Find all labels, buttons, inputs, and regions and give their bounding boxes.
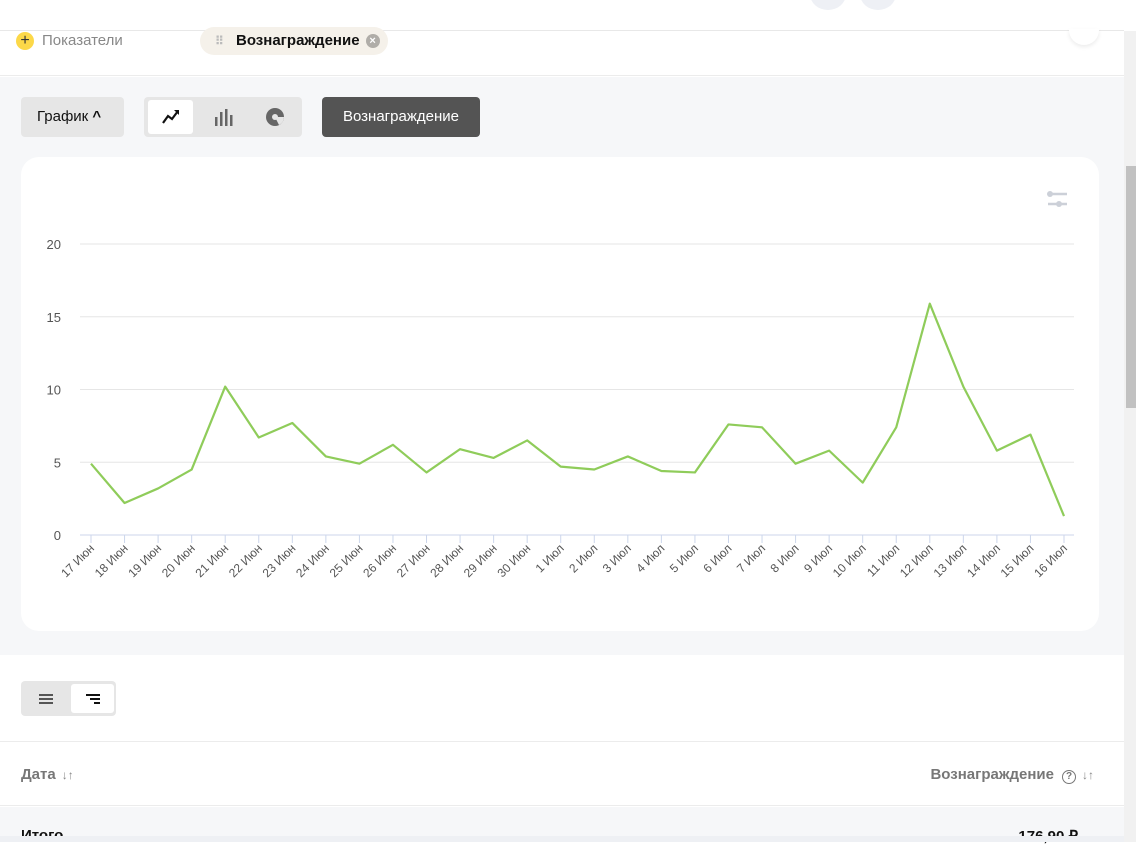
- x-tick-label: 27 Июн: [394, 541, 433, 580]
- line-chart-icon[interactable]: [148, 100, 193, 134]
- x-tick-label: 12 Июл: [897, 541, 936, 580]
- metrics-bar: + Показатели ⠿ Вознаграждение ×: [0, 31, 1124, 76]
- graph-button-label: График: [37, 108, 88, 125]
- x-tick-label: 17 Июн: [58, 541, 97, 580]
- x-tick-label: 3 Июл: [600, 541, 634, 575]
- x-tick-label: 8 Июл: [768, 541, 802, 575]
- top-bar: [0, 0, 1124, 31]
- x-tick-label: 29 Июн: [461, 541, 500, 580]
- remove-chip-icon[interactable]: ×: [366, 34, 380, 48]
- column-header-date[interactable]: Дата ↓↑: [21, 766, 74, 783]
- graph-toggle-button[interactable]: График ^: [21, 97, 124, 137]
- column-header-reward[interactable]: Вознаграждение? ↓↑: [930, 766, 1094, 784]
- horizontal-scrollbar[interactable]: [0, 836, 1124, 842]
- drag-handle-icon[interactable]: ⠿: [215, 27, 223, 55]
- x-tick-label: 25 Июн: [327, 541, 366, 580]
- scrollbar-thumb[interactable]: [1126, 166, 1136, 408]
- x-tick-label: 19 Июн: [125, 541, 164, 580]
- x-tick-label: 10 Июл: [830, 541, 869, 580]
- metric-select-button[interactable]: Вознаграждение: [322, 97, 480, 137]
- x-tick-label: 14 Июл: [964, 541, 1003, 580]
- y-tick-label: 20: [47, 237, 61, 252]
- x-tick-label: 21 Июн: [192, 541, 231, 580]
- x-tick-label: 5 Июл: [667, 541, 701, 575]
- chart-type-switch: [144, 97, 302, 137]
- x-tick-label: 11 Июл: [864, 541, 902, 579]
- x-tick-label: 16 Июл: [1031, 541, 1070, 580]
- table-header: Дата ↓↑ Вознаграждение? ↓↑: [0, 741, 1124, 806]
- sort-icon[interactable]: ↓↑: [1082, 768, 1094, 782]
- sort-icon[interactable]: ↓↑: [62, 768, 74, 782]
- x-tick-label: 30 Июн: [494, 541, 533, 580]
- x-tick-label: 24 Июн: [293, 541, 332, 580]
- x-tick-label: 18 Июн: [92, 541, 131, 580]
- x-tick-label: 1 Июл: [533, 541, 567, 575]
- y-tick-label: 0: [54, 528, 61, 543]
- data-table: Дата↓↑ Вознаграждение?↓↑ Итого 176,90 ₽: [0, 656, 1124, 842]
- metric-chip-label: Вознаграждение: [236, 32, 360, 49]
- flat-list-icon[interactable]: [24, 684, 67, 713]
- x-tick-label: 15 Июл: [998, 541, 1037, 580]
- bar-chart-icon[interactable]: [200, 100, 245, 134]
- table-view-switch: [21, 681, 116, 716]
- tree-list-icon[interactable]: [71, 684, 114, 713]
- column-label: Дата: [21, 766, 56, 783]
- x-tick-label: 2 Июл: [566, 541, 600, 575]
- vertical-scrollbar[interactable]: [1124, 31, 1136, 842]
- x-tick-label: 26 Июн: [360, 541, 399, 580]
- y-tick-label: 10: [47, 383, 61, 398]
- y-tick-label: 15: [47, 310, 61, 325]
- y-tick-label: 5: [54, 455, 61, 470]
- metric-chip[interactable]: ⠿ Вознаграждение ×: [200, 27, 388, 55]
- x-tick-label: 23 Июн: [260, 541, 299, 580]
- x-tick-label: 6 Июл: [700, 541, 734, 575]
- chart-settings-icon[interactable]: [1046, 190, 1068, 213]
- series-line: [91, 304, 1064, 516]
- x-tick-label: 4 Июл: [633, 541, 667, 575]
- x-tick-label: 13 Июл: [931, 541, 970, 580]
- x-tick-label: 28 Июн: [427, 541, 466, 580]
- x-tick-label: 22 Июн: [226, 541, 265, 580]
- x-tick-label: 7 Июл: [734, 541, 768, 575]
- pie-chart-icon[interactable]: [252, 100, 297, 134]
- chevron-up-icon: ^: [92, 108, 101, 125]
- column-label: Вознаграждение: [930, 766, 1054, 783]
- x-tick-label: 20 Июн: [159, 541, 198, 580]
- collapse-button[interactable]: [1069, 29, 1099, 45]
- top-icon-button[interactable]: [860, 0, 896, 10]
- add-metric-icon[interactable]: +: [16, 32, 34, 50]
- metrics-label[interactable]: Показатели: [42, 32, 123, 49]
- help-icon[interactable]: ?: [1062, 770, 1076, 784]
- top-icon-button[interactable]: [810, 0, 846, 10]
